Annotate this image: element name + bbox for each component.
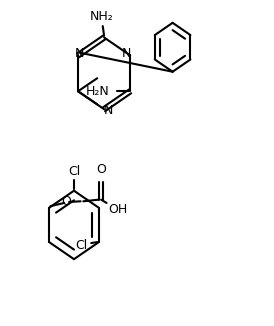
Text: H₂N: H₂N (86, 85, 110, 98)
Text: Cl: Cl (68, 165, 80, 178)
Text: OH: OH (108, 203, 127, 216)
Text: Cl: Cl (76, 239, 88, 252)
Text: O: O (61, 196, 71, 208)
Text: N: N (75, 47, 84, 60)
Text: N: N (121, 47, 131, 60)
Text: N: N (104, 104, 113, 117)
Text: NH₂: NH₂ (90, 10, 113, 23)
Text: O: O (96, 163, 106, 176)
